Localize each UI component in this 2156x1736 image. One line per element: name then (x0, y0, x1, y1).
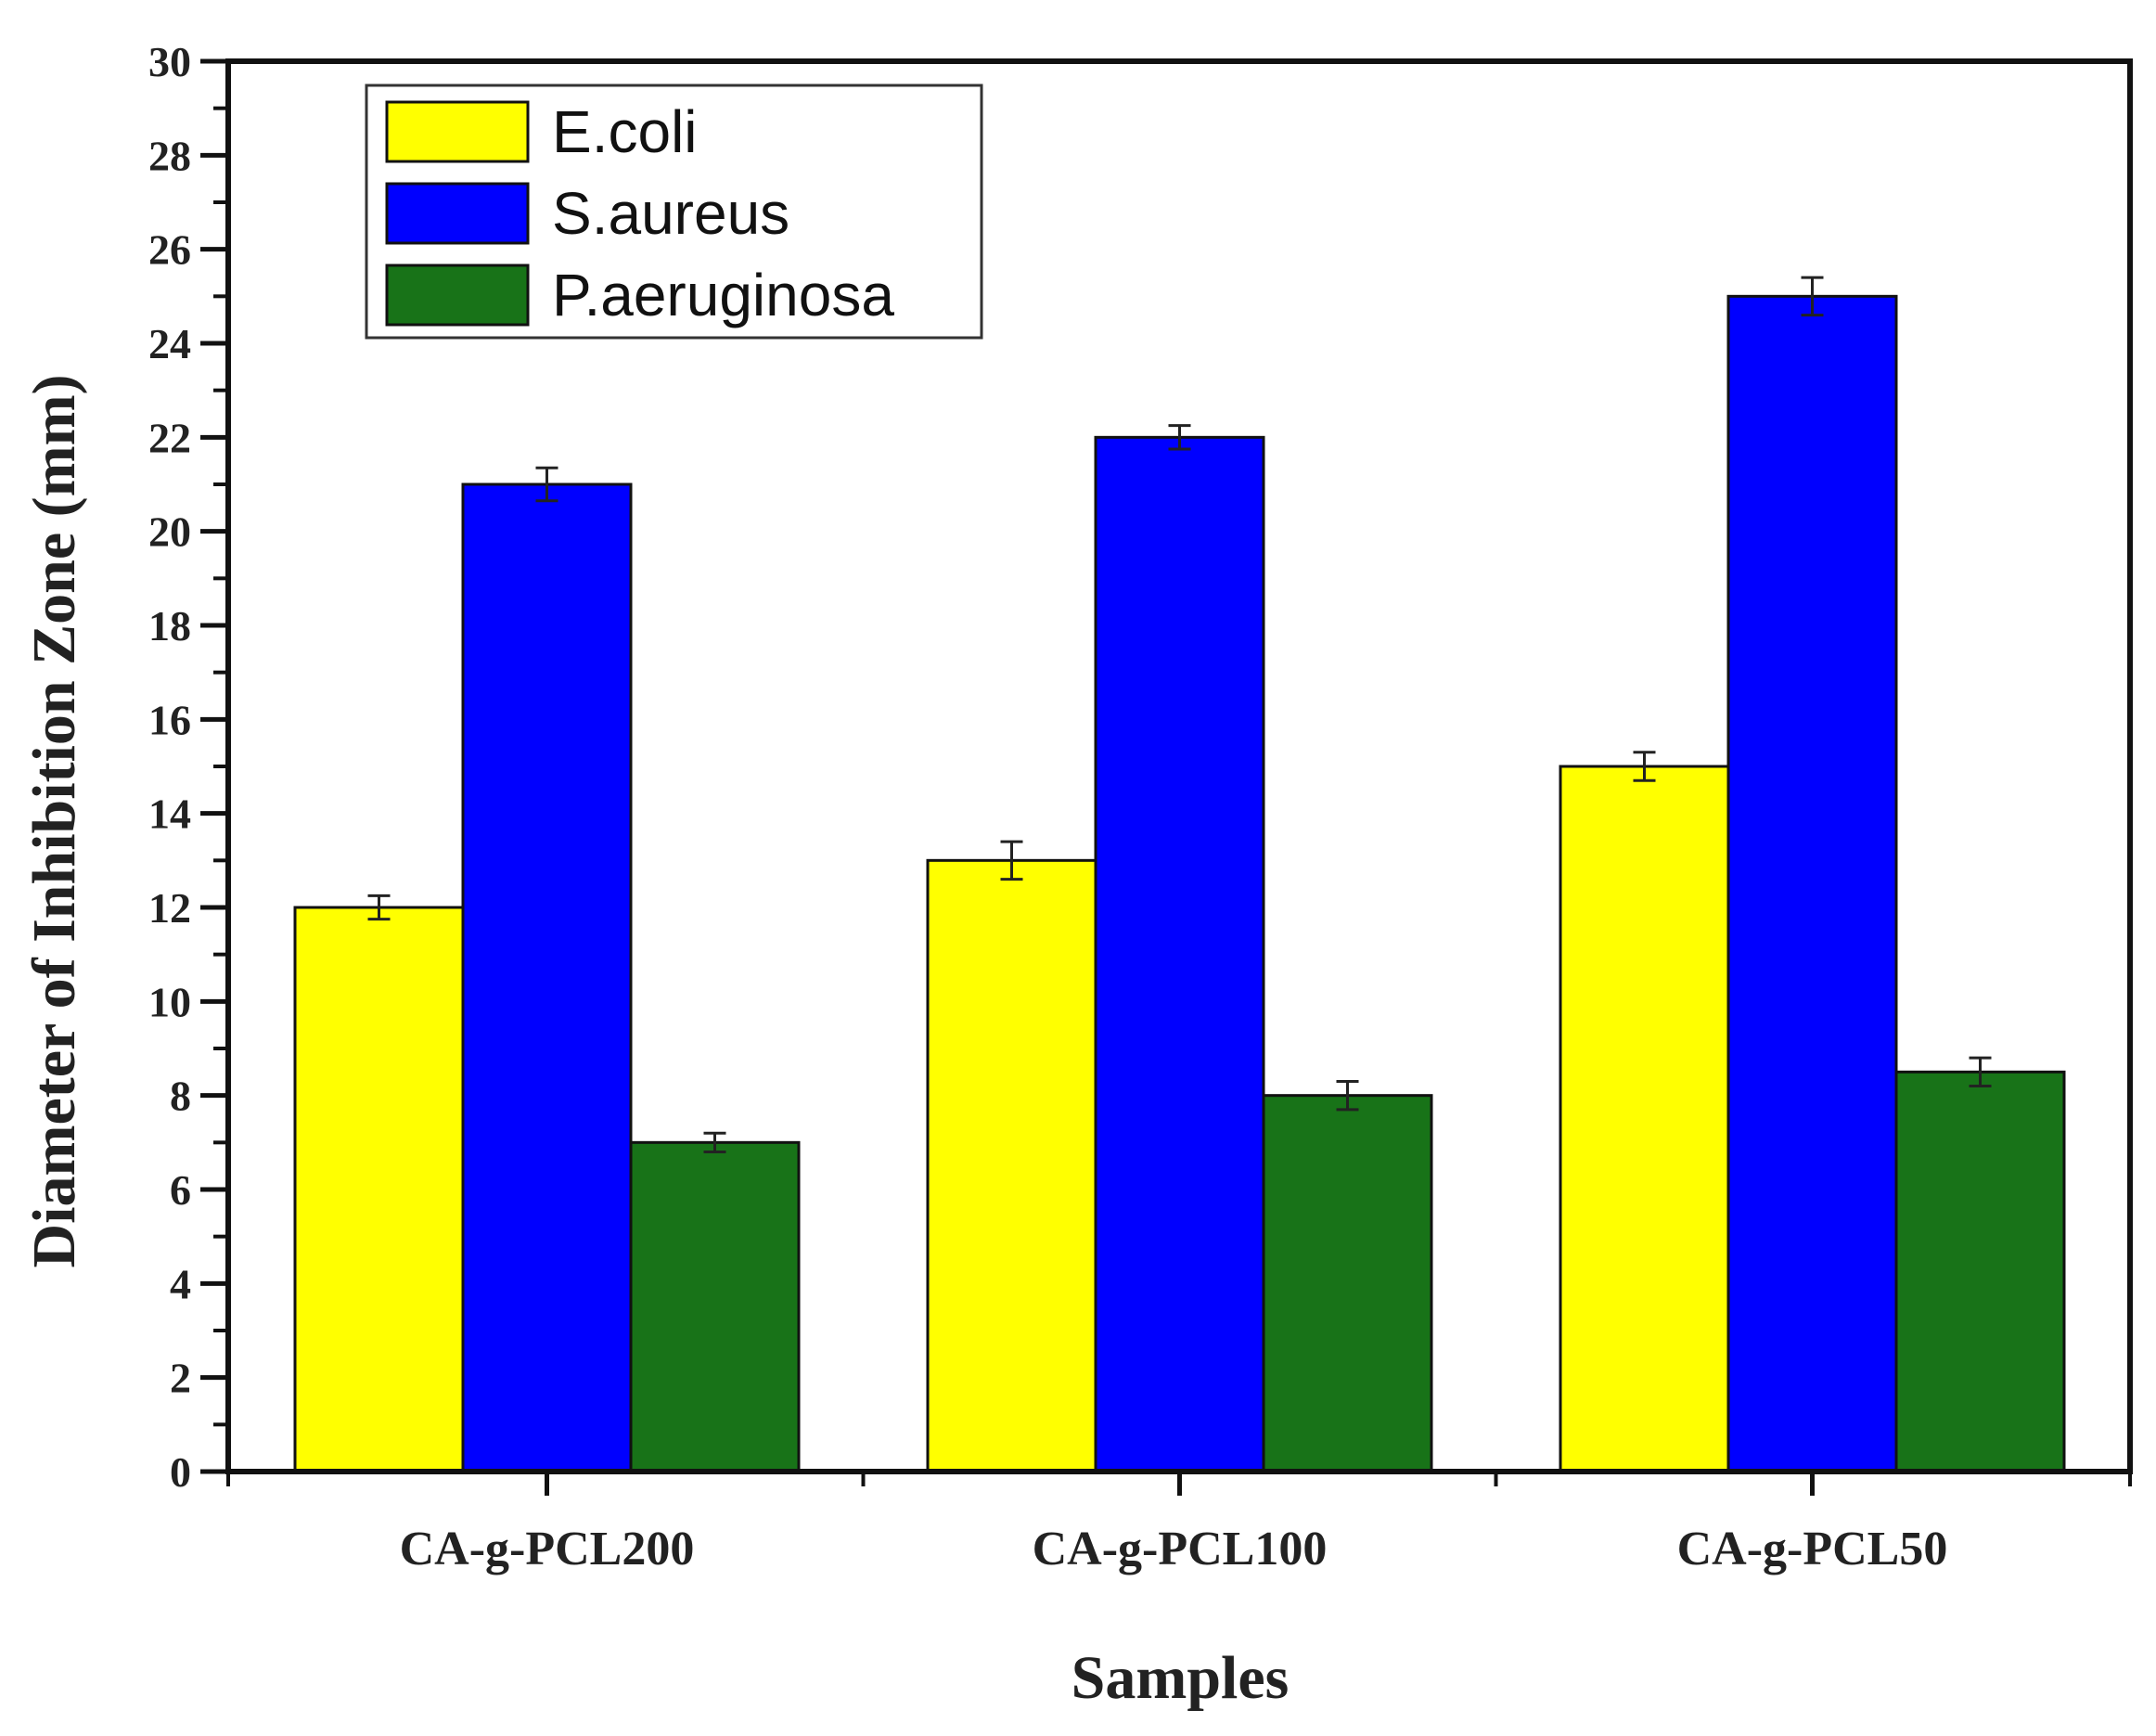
y-tick-label: 0 (170, 1448, 191, 1496)
y-tick-label: 26 (148, 226, 191, 274)
y-tick-label: 8 (170, 1073, 191, 1120)
y-tick-label: 6 (170, 1166, 191, 1214)
bar-p-aeruginosa-1 (629, 1140, 801, 1473)
y-tick-label: 24 (148, 320, 191, 367)
x-tick-label: CA-g-PCL50 (1677, 1523, 1948, 1575)
x-tick-label: CA-g-PCL200 (400, 1523, 695, 1575)
x-axis-tick-labels: CA-g-PCL200 CA-g-PCL100 CA-g-PCL50 (400, 1523, 1948, 1575)
y-tick-label: 12 (148, 884, 191, 932)
y-axis-title: Diameter of Inhibition Zone (mm) (20, 374, 88, 1267)
bars (293, 294, 2066, 1473)
bar-s-aureus-1 (461, 482, 633, 1473)
legend-swatch (385, 100, 530, 163)
legend-label: E.coli (552, 98, 698, 165)
legend-swatch (385, 264, 530, 327)
x-axis-ticks (226, 1472, 2132, 1496)
error-bars (367, 276, 1992, 1153)
y-tick-label: 28 (148, 132, 191, 179)
legend: E.coli S.aureus P.aeruginosa (365, 84, 983, 340)
bar-s-aureus-3 (1726, 294, 1898, 1473)
bar-e-coli-2 (926, 858, 1097, 1473)
bar-p-aeruginosa-3 (1894, 1070, 2066, 1473)
legend-label: P.aeruginosa (552, 262, 894, 328)
y-tick-label: 10 (148, 978, 191, 1025)
y-tick-label: 2 (170, 1355, 191, 1402)
y-tick-label: 20 (148, 508, 191, 556)
bar-e-coli-3 (1559, 765, 1730, 1473)
bar-p-aeruginosa-2 (1262, 1094, 1433, 1473)
y-tick-label: 30 (148, 38, 191, 85)
y-tick-label: 4 (170, 1260, 191, 1307)
legend-swatch (385, 182, 530, 245)
y-tick-label: 14 (148, 791, 191, 838)
legend-label: S.aureus (552, 180, 789, 247)
y-tick-label: 16 (148, 696, 191, 743)
x-tick-label: CA-g-PCL100 (1033, 1523, 1328, 1575)
y-tick-label: 22 (148, 414, 191, 461)
x-axis-title: Samples (1072, 1644, 1290, 1712)
bar-e-coli-1 (293, 906, 465, 1473)
y-tick-label: 18 (148, 602, 191, 649)
bar-s-aureus-2 (1094, 435, 1265, 1473)
